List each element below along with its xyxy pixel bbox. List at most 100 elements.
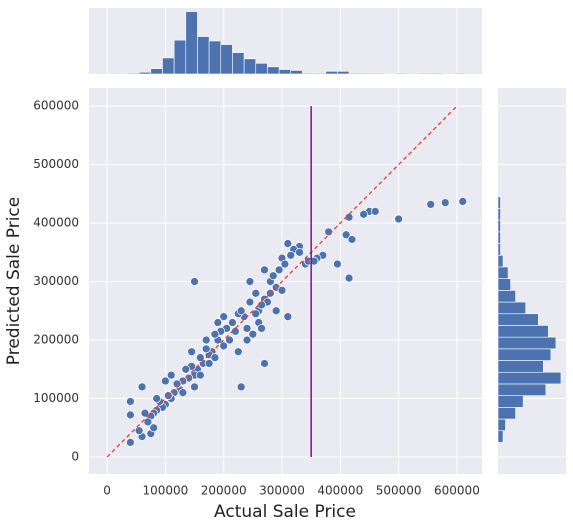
hist-bar xyxy=(497,395,524,408)
x-tick-label: 500000 xyxy=(376,484,422,498)
point xyxy=(204,359,214,368)
hist-bar xyxy=(497,336,557,350)
hist-bar xyxy=(453,72,466,75)
point xyxy=(458,197,468,206)
point xyxy=(248,329,258,339)
hist-bar xyxy=(497,219,501,233)
point xyxy=(394,214,403,224)
point xyxy=(126,397,135,406)
point xyxy=(137,382,147,392)
hist-bar xyxy=(255,62,268,75)
point xyxy=(126,438,135,447)
x-axis-label: Actual Sale Price xyxy=(214,502,356,522)
point xyxy=(280,259,290,269)
point xyxy=(187,347,196,357)
hist-bar xyxy=(497,430,504,443)
hist-bar xyxy=(430,72,443,75)
identity-line xyxy=(106,105,458,458)
point xyxy=(347,235,357,244)
point xyxy=(260,265,269,275)
hist-bar xyxy=(243,58,257,75)
point xyxy=(210,353,220,362)
point xyxy=(196,353,205,362)
point xyxy=(140,408,150,418)
hist-bar xyxy=(497,325,549,338)
point xyxy=(277,286,287,295)
hist-bar xyxy=(497,371,562,385)
point xyxy=(228,318,237,327)
hist-bar xyxy=(360,72,373,75)
point xyxy=(134,426,144,436)
point xyxy=(359,209,368,219)
x-tick-label: 300000 xyxy=(259,484,305,498)
point xyxy=(201,335,211,345)
hist-bar xyxy=(185,11,198,75)
point xyxy=(233,347,243,357)
point xyxy=(268,271,278,281)
hist-bar xyxy=(220,44,233,75)
point xyxy=(309,256,319,266)
point xyxy=(152,394,161,403)
point xyxy=(236,382,246,392)
point xyxy=(178,388,188,398)
hist-bar xyxy=(150,68,163,75)
hist-bar xyxy=(173,39,187,75)
point xyxy=(341,230,351,240)
y-tick-label: 200000 xyxy=(33,333,79,347)
hist-bar xyxy=(497,301,527,315)
point xyxy=(126,410,135,420)
point xyxy=(190,382,199,392)
point xyxy=(286,250,296,260)
point xyxy=(236,306,246,316)
hist-bar xyxy=(497,407,516,420)
point xyxy=(245,277,255,286)
point xyxy=(333,259,342,269)
hist-bar xyxy=(497,348,552,361)
point xyxy=(143,417,153,427)
point xyxy=(295,247,304,257)
hist-bar xyxy=(497,231,501,244)
hist-bar xyxy=(497,208,501,221)
point xyxy=(210,329,220,339)
y-tick-label: 300000 xyxy=(33,274,79,288)
hist-bar xyxy=(162,57,175,75)
point xyxy=(201,344,211,354)
hist-bar xyxy=(138,71,152,75)
hist-bar xyxy=(395,72,408,75)
hist-bar xyxy=(497,313,539,326)
hist-bar xyxy=(127,72,140,75)
y-tick-label: 100000 xyxy=(33,391,79,405)
point xyxy=(161,376,170,386)
hist-bar xyxy=(497,290,516,303)
point xyxy=(219,341,229,351)
point xyxy=(242,335,252,345)
x-tick-label: 0 xyxy=(103,484,111,498)
point xyxy=(219,312,229,322)
hist-bar xyxy=(267,66,280,75)
point xyxy=(242,324,252,333)
x-tick-label: 600000 xyxy=(434,484,480,498)
hist-bar xyxy=(497,383,547,396)
point xyxy=(274,265,284,275)
point xyxy=(324,227,333,237)
hist-bar xyxy=(313,72,327,75)
point xyxy=(166,370,176,380)
hist-bar xyxy=(418,72,431,75)
point xyxy=(257,324,266,333)
hist-bar xyxy=(497,243,501,256)
point xyxy=(181,364,191,374)
hist-bar xyxy=(325,71,338,75)
hist-bar xyxy=(497,278,511,291)
hist-bar xyxy=(290,70,303,75)
point xyxy=(196,370,205,380)
x-tick-label: 200000 xyxy=(201,484,247,498)
point xyxy=(172,379,182,389)
point xyxy=(190,277,199,286)
hist-bar xyxy=(372,72,385,75)
hist-bar xyxy=(278,69,292,75)
hist-bar xyxy=(197,36,210,75)
y-axis-label: Predicted Sale Price xyxy=(4,197,24,365)
hist-bar xyxy=(337,71,350,75)
point xyxy=(231,326,240,336)
